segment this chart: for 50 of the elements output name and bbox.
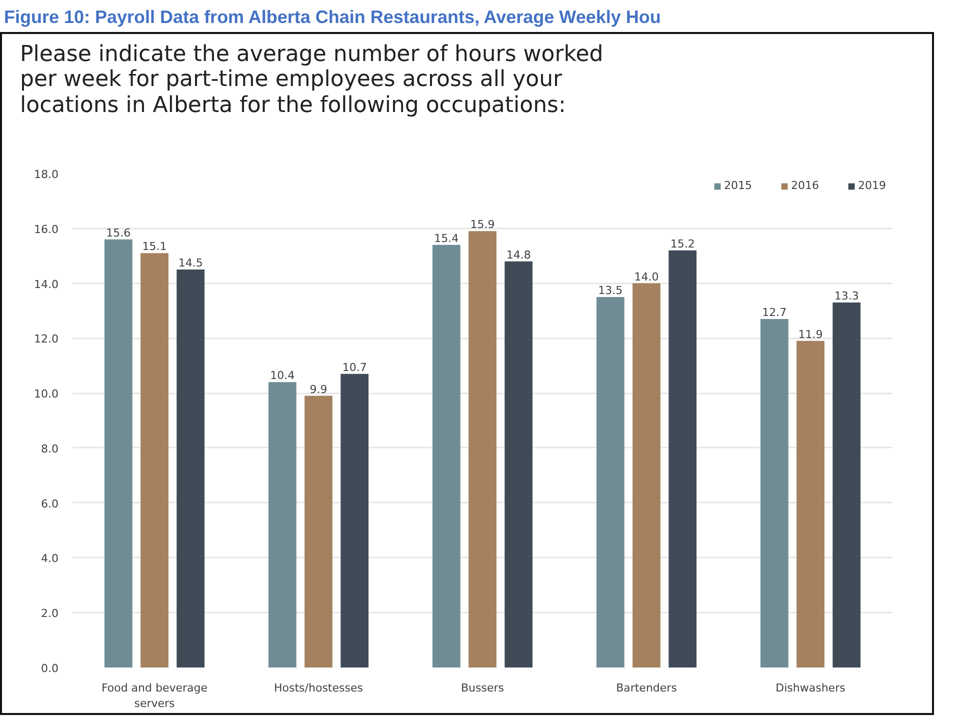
data-label: 15.2 <box>670 237 695 250</box>
y-tick-label: 4.0 <box>41 552 59 566</box>
bar <box>832 302 861 668</box>
chart-title: Figure 10: Payroll Data from Alberta Chain Restaurants, Average Weekly Hou <box>4 6 661 29</box>
bar <box>176 270 205 668</box>
y-tick-label: 18.0 <box>34 168 59 181</box>
bar <box>760 318 788 668</box>
data-label: 15.1 <box>142 240 167 254</box>
x-tick-label: Dishwashers <box>776 682 846 694</box>
data-label: 11.9 <box>798 328 823 341</box>
data-label: 14.0 <box>634 270 659 284</box>
y-tick-label: 12.0 <box>34 332 59 346</box>
bar <box>504 261 533 668</box>
bar <box>468 231 496 668</box>
data-label: 10.4 <box>270 369 295 382</box>
x-tick-label: Hosts/hostesses <box>274 682 364 694</box>
data-label: 9.9 <box>310 382 328 396</box>
data-label: 15.6 <box>106 226 131 240</box>
data-label: 14.8 <box>506 248 531 262</box>
data-label: 15.9 <box>470 218 495 232</box>
y-tick-label: 10.0 <box>34 388 59 401</box>
y-tick-label: 16.0 <box>34 222 59 236</box>
chart-subtitle: Please indicate the average number of hours worked per week for part-time employees across all your locations in Alberta for the following occupations: <box>20 42 604 118</box>
y-tick-label: 2.0 <box>41 607 59 620</box>
bar <box>432 244 460 668</box>
data-label: 13.5 <box>598 284 623 297</box>
y-tick-label: 14.0 <box>34 278 59 291</box>
x-tick-label: Bartenders <box>616 682 678 694</box>
data-label: 12.7 <box>762 306 787 319</box>
x-tick-label: Bussers <box>461 682 504 694</box>
bar <box>304 396 332 668</box>
x-tick-label: Food and beverage servers <box>101 682 208 710</box>
bar <box>796 340 824 668</box>
data-label: 15.4 <box>434 232 459 245</box>
y-tick-label: 0.0 <box>41 662 59 675</box>
legend-label: 2015 <box>724 179 752 192</box>
bar <box>140 253 168 668</box>
data-label: 14.5 <box>178 256 203 270</box>
data-label: 13.3 <box>834 289 859 302</box>
legend-label: 2019 <box>858 179 886 192</box>
bar <box>104 239 132 668</box>
bar <box>596 297 624 668</box>
data-label: 10.7 <box>342 360 367 374</box>
legend-label: 2016 <box>791 179 819 192</box>
bar <box>340 374 369 668</box>
bar <box>632 283 660 668</box>
bar <box>668 250 697 668</box>
y-tick-label: 8.0 <box>41 442 59 456</box>
bar <box>268 382 296 668</box>
y-tick-label: 6.0 <box>41 497 59 510</box>
